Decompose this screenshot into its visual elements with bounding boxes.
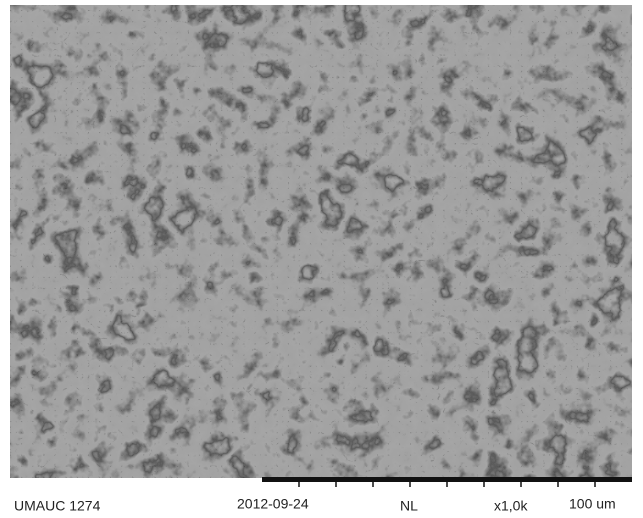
mode: NL bbox=[400, 498, 418, 514]
scale-label: 100 um bbox=[569, 496, 616, 512]
micrograph-texture bbox=[10, 5, 632, 478]
date: 2012-09-24 bbox=[237, 496, 309, 512]
sample-id: UMAUC 1274 bbox=[14, 498, 101, 514]
scale-bar-ticks bbox=[298, 482, 596, 487]
magnification: x1,0k bbox=[494, 498, 528, 514]
scale-bar bbox=[262, 477, 632, 487]
scale-bar-line bbox=[262, 477, 632, 482]
